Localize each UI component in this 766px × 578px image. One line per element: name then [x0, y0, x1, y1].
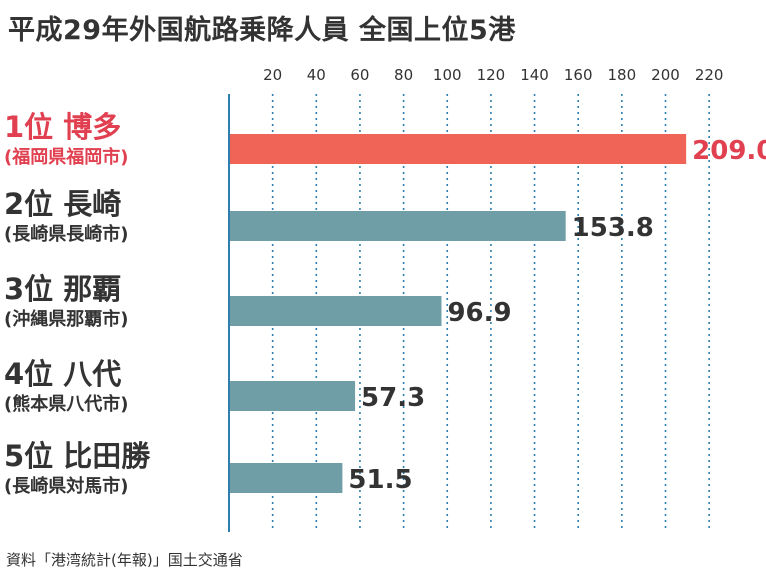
x-tick-label: 40	[307, 66, 326, 84]
category-sublabel: (長崎県長崎市)	[4, 224, 129, 245]
x-tick-label: 140	[520, 66, 549, 84]
category-sublabel: (福岡県福岡市)	[4, 147, 129, 168]
category-label: 1位 博多	[4, 110, 122, 144]
bar	[230, 296, 442, 326]
x-tick-label: 200	[651, 66, 680, 84]
source-note: 資料「港湾統計(年報)」国土交通省	[6, 551, 243, 569]
category-label: 5位 比田勝	[4, 439, 151, 473]
x-tick-label: 100	[433, 66, 462, 84]
value-label: 51.5	[348, 465, 412, 495]
bar	[230, 211, 566, 241]
bar	[230, 134, 687, 164]
x-tick-label: 220	[695, 66, 724, 84]
x-tick-label: 60	[350, 66, 369, 84]
value-label: 96.9	[447, 298, 511, 328]
value-label: 153.8	[572, 213, 654, 243]
category-label: 4位 八代	[4, 357, 122, 391]
bar	[230, 463, 343, 493]
category-sublabel: (熊本県八代市)	[4, 394, 129, 415]
x-tick-label: 160	[564, 66, 593, 84]
value-label: 57.3	[361, 383, 425, 413]
category-sublabel: (長崎県対馬市)	[4, 476, 129, 497]
bar	[230, 381, 356, 411]
category-sublabel: (沖縄県那覇市)	[4, 309, 129, 330]
chart-title: 平成29年外国航路乗降人員 全国上位5港	[8, 15, 516, 46]
value-label: 209.0	[692, 136, 766, 166]
x-tick-label: 80	[394, 66, 413, 84]
x-tick-label: 120	[477, 66, 506, 84]
x-tick-label: 180	[608, 66, 637, 84]
x-tick-label: 20	[263, 66, 282, 84]
category-label: 2位 長崎	[4, 187, 122, 221]
category-label: 3位 那覇	[4, 272, 122, 306]
